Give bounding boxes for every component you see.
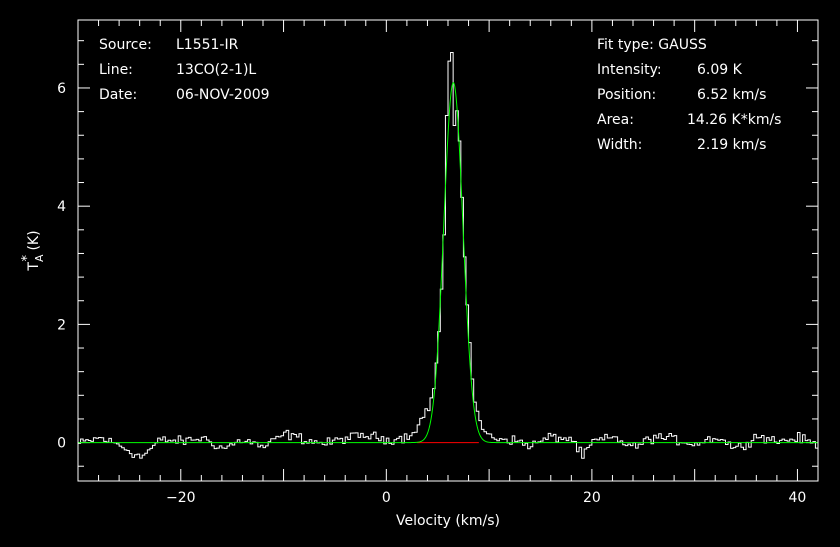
svg-text:TA* (K): TA* (K) bbox=[20, 230, 46, 271]
x-axis-label: Velocity (km/s) bbox=[396, 513, 500, 529]
axis-ticks bbox=[77, 20, 819, 481]
y-tick-label: 2 bbox=[57, 317, 66, 333]
y-axis-label: TA* (K) bbox=[20, 230, 46, 271]
position-label: Position: bbox=[597, 87, 657, 103]
axis-tick-labels: −20 0 20 40 0 2 4 6 bbox=[57, 81, 806, 506]
intensity-label: Intensity: bbox=[597, 62, 662, 78]
position-value: 6.52 km/s bbox=[697, 87, 767, 103]
spectrum-series bbox=[78, 52, 818, 459]
gauss-fit-series bbox=[78, 82, 818, 444]
y-tick-label: 0 bbox=[57, 436, 66, 452]
area-value: 14.26 K*km/s bbox=[687, 112, 782, 128]
date-value: 06-NOV-2009 bbox=[176, 87, 270, 103]
x-tick-label: 40 bbox=[789, 490, 807, 506]
source-value: L1551-IR bbox=[176, 37, 239, 53]
fit-type: Fit type: GAUSS bbox=[597, 37, 707, 53]
area-label: Area: bbox=[597, 112, 634, 128]
y-tick-label: 4 bbox=[57, 199, 66, 215]
x-tick-label: 0 bbox=[382, 490, 391, 506]
line-value: 13CO(2-1)L bbox=[176, 62, 257, 78]
line-label: Line: bbox=[99, 62, 133, 78]
y-tick-label: 6 bbox=[57, 81, 66, 97]
plot-frame bbox=[77, 19, 819, 482]
width-value: 2.19 km/s bbox=[697, 137, 767, 153]
x-tick-label: 20 bbox=[583, 490, 601, 506]
width-label: Width: bbox=[597, 137, 643, 153]
date-label: Date: bbox=[99, 87, 138, 103]
source-label: Source: bbox=[99, 37, 152, 53]
x-tick-label: −20 bbox=[166, 490, 196, 506]
intensity-value: 6.09 K bbox=[697, 62, 742, 78]
